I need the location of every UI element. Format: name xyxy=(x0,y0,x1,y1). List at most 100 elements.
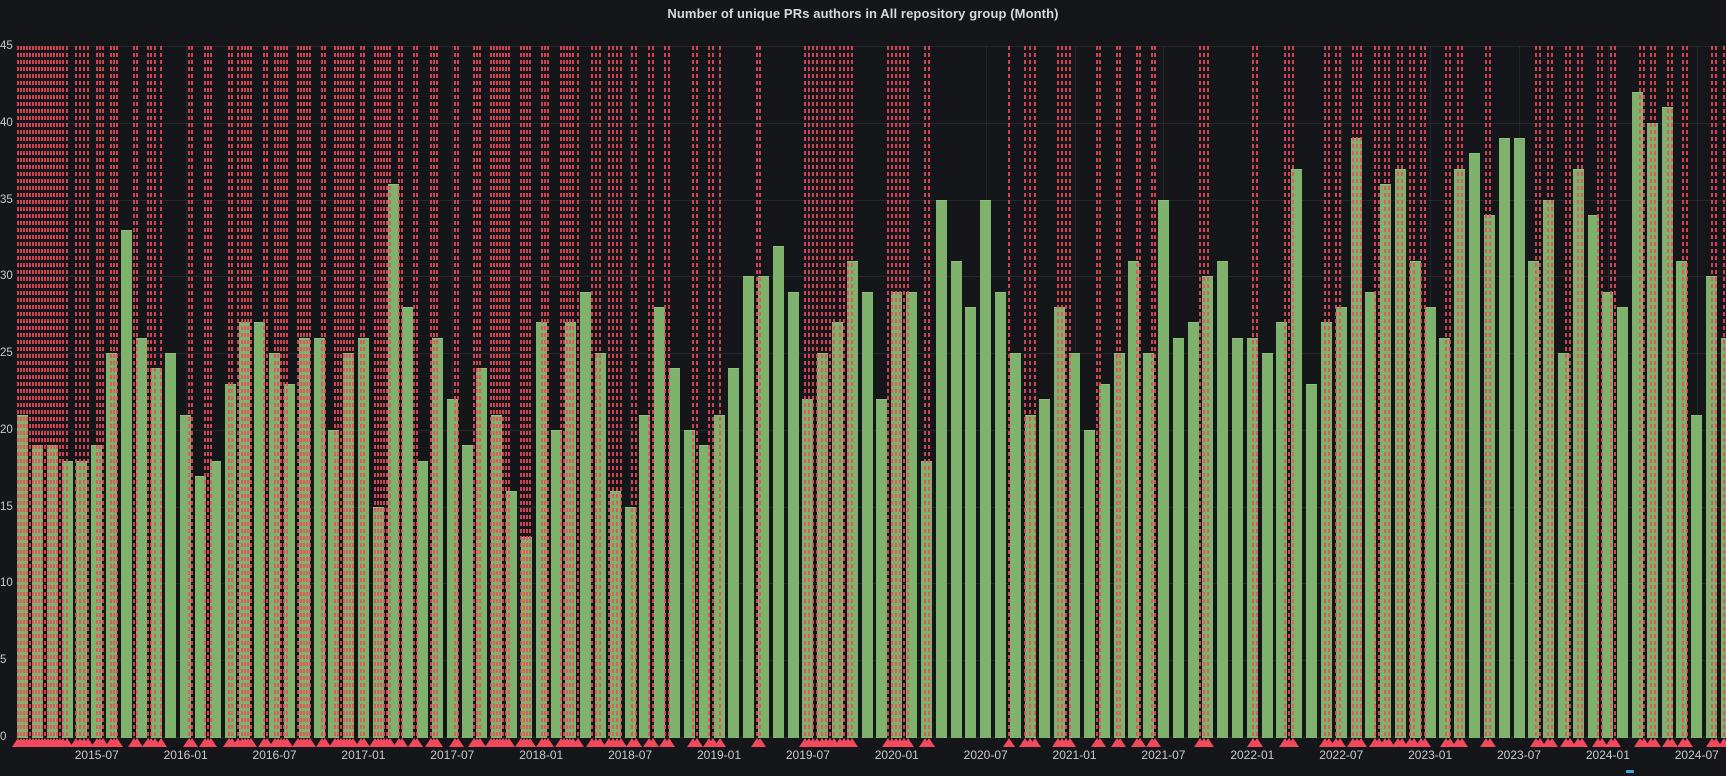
annotation-marker-icon[interactable] xyxy=(82,738,94,747)
bar[interactable] xyxy=(17,414,29,738)
bar[interactable] xyxy=(1009,353,1021,738)
bar[interactable] xyxy=(639,414,651,738)
bar[interactable] xyxy=(861,291,873,738)
bar[interactable] xyxy=(1335,307,1347,738)
annotation-marker-icon[interactable] xyxy=(1564,738,1576,747)
panel-title[interactable]: Number of unique PRs authors in All repo… xyxy=(667,6,1059,21)
bar[interactable] xyxy=(728,368,740,738)
annotation-marker-icon[interactable] xyxy=(281,738,293,747)
annotation-marker-icon[interactable] xyxy=(131,738,143,747)
bar[interactable] xyxy=(1232,337,1244,738)
bar[interactable] xyxy=(772,245,784,738)
annotation-marker-icon[interactable] xyxy=(542,738,554,747)
annotation-marker-icon[interactable] xyxy=(1546,738,1558,747)
bar[interactable] xyxy=(209,460,221,738)
bar[interactable] xyxy=(313,337,325,738)
bar[interactable] xyxy=(506,491,518,738)
annotation-marker-icon[interactable] xyxy=(1534,738,1546,747)
bar[interactable] xyxy=(1217,260,1229,738)
annotation-marker-icon[interactable] xyxy=(319,738,331,747)
annotation-marker-icon[interactable] xyxy=(1649,738,1661,747)
bar[interactable] xyxy=(1069,353,1081,738)
bar[interactable] xyxy=(387,184,399,738)
bar[interactable] xyxy=(150,368,162,738)
annotation-marker-icon[interactable] xyxy=(1718,738,1726,747)
annotation-marker-icon[interactable] xyxy=(245,738,257,747)
bar[interactable] xyxy=(950,260,962,738)
annotation-marker-icon[interactable] xyxy=(411,738,423,747)
bar[interactable] xyxy=(920,460,932,738)
annotation-marker-icon[interactable] xyxy=(1323,738,1335,747)
bar[interactable] xyxy=(1439,337,1451,738)
bar[interactable] xyxy=(224,383,236,738)
annotation-marker-icon[interactable] xyxy=(1202,738,1214,747)
bar[interactable] xyxy=(965,307,977,738)
annotation-marker-icon[interactable] xyxy=(358,738,370,747)
bar[interactable] xyxy=(1513,138,1525,738)
annotation-marker-icon[interactable] xyxy=(431,738,443,747)
bar[interactable] xyxy=(417,460,429,738)
annotation-marker-icon[interactable] xyxy=(1149,738,1161,747)
bar[interactable] xyxy=(1187,322,1199,738)
bar[interactable] xyxy=(1602,291,1614,738)
annotation-marker-icon[interactable] xyxy=(1681,738,1693,747)
bar[interactable] xyxy=(743,276,755,738)
annotation-marker-icon[interactable] xyxy=(304,738,316,747)
bar[interactable] xyxy=(1498,138,1510,738)
annotation-marker-icon[interactable] xyxy=(1114,738,1126,747)
bar[interactable] xyxy=(1306,383,1318,738)
annotation-marker-icon[interactable] xyxy=(923,738,935,747)
bar[interactable] xyxy=(1128,260,1140,738)
annotation-marker-icon[interactable] xyxy=(474,738,486,747)
annotation-marker-icon[interactable] xyxy=(663,738,675,747)
bar[interactable] xyxy=(32,445,43,738)
bar[interactable] xyxy=(46,445,58,738)
annotation-marker-icon[interactable] xyxy=(61,738,73,747)
annotation-marker-icon[interactable] xyxy=(1355,738,1367,747)
annotation-marker-icon[interactable] xyxy=(1666,738,1678,747)
annotation-marker-icon[interactable] xyxy=(396,738,408,747)
bar[interactable] xyxy=(1557,353,1569,738)
bar[interactable] xyxy=(1469,153,1481,738)
annotation-marker-icon[interactable] xyxy=(1596,738,1608,747)
annotation-marker-icon[interactable] xyxy=(1287,738,1299,747)
annotation-marker-icon[interactable] xyxy=(384,738,396,747)
bar[interactable] xyxy=(283,383,295,738)
bar[interactable] xyxy=(476,368,488,738)
bar[interactable] xyxy=(343,353,355,738)
bar[interactable] xyxy=(1646,122,1658,738)
annotation-marker-icon[interactable] xyxy=(630,738,642,747)
bar[interactable] xyxy=(1424,307,1436,738)
bar[interactable] xyxy=(180,414,192,738)
bar[interactable] xyxy=(1276,322,1288,738)
annotation-marker-icon[interactable] xyxy=(186,738,198,747)
annotation-marker-icon[interactable] xyxy=(155,738,167,747)
annotation-marker-icon[interactable] xyxy=(1334,738,1346,747)
bar[interactable] xyxy=(194,475,206,738)
bar[interactable] xyxy=(135,337,147,738)
bar[interactable] xyxy=(1676,260,1688,738)
bar[interactable] xyxy=(1157,199,1169,738)
bar[interactable] xyxy=(120,230,132,738)
annotation-marker-icon[interactable] xyxy=(347,738,359,747)
bar[interactable] xyxy=(1143,353,1155,738)
bar[interactable] xyxy=(787,291,799,738)
annotation-marker-icon[interactable] xyxy=(1638,738,1650,747)
bar[interactable] xyxy=(1365,291,1377,738)
annotation-marker-icon[interactable] xyxy=(1484,738,1496,747)
annotation-marker-icon[interactable] xyxy=(1251,738,1263,747)
bar[interactable] xyxy=(1083,429,1095,738)
annotation-marker-icon[interactable] xyxy=(503,738,515,747)
annotation-marker-icon[interactable] xyxy=(1003,738,1015,747)
bar[interactable] xyxy=(461,445,473,738)
bar[interactable] xyxy=(1320,322,1332,738)
annotation-marker-icon[interactable] xyxy=(707,738,719,747)
bar[interactable] xyxy=(802,399,814,738)
bar[interactable] xyxy=(757,276,769,738)
bar[interactable] xyxy=(1261,353,1273,738)
bar[interactable] xyxy=(1054,307,1066,738)
bar[interactable] xyxy=(906,291,918,738)
bar[interactable] xyxy=(1098,383,1110,738)
bar[interactable] xyxy=(1454,168,1466,738)
annotation-marker-icon[interactable] xyxy=(615,738,627,747)
